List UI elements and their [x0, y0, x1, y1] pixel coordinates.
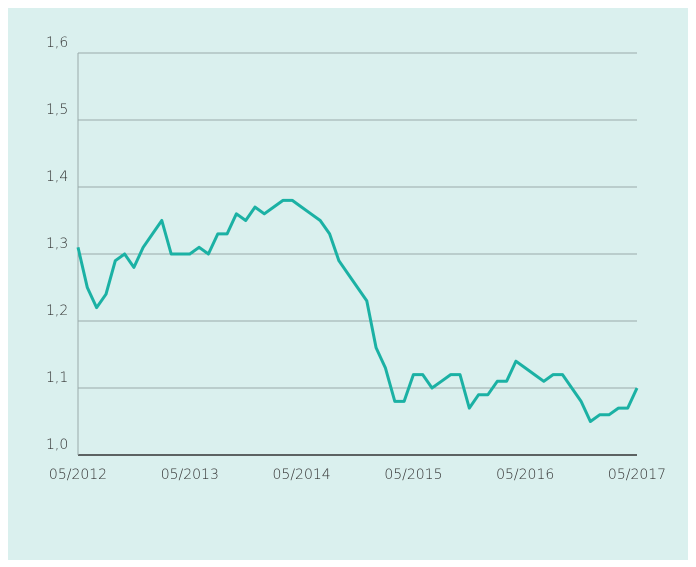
y-tick-label: 1,4: [46, 169, 68, 185]
x-tick-label: 05/2016: [496, 467, 554, 483]
panel: [8, 8, 688, 560]
y-tick-label: 1,5: [46, 102, 68, 118]
x-tick-label: 05/2014: [273, 467, 331, 483]
y-tick-label: 1,6: [46, 35, 68, 51]
y-tick-label: 1,1: [46, 370, 68, 386]
y-tick-label: 1,0: [46, 437, 68, 453]
y-tick-label: 1,2: [46, 303, 68, 319]
y-tick-label: 1,3: [46, 236, 68, 252]
x-tick-label: 05/2013: [161, 467, 219, 483]
line: [76, 198, 639, 423]
x-tick-label: 05/2017: [608, 467, 666, 483]
x-tick-label: 05/2012: [49, 467, 107, 483]
x-tick-label: 05/2015: [384, 467, 442, 483]
